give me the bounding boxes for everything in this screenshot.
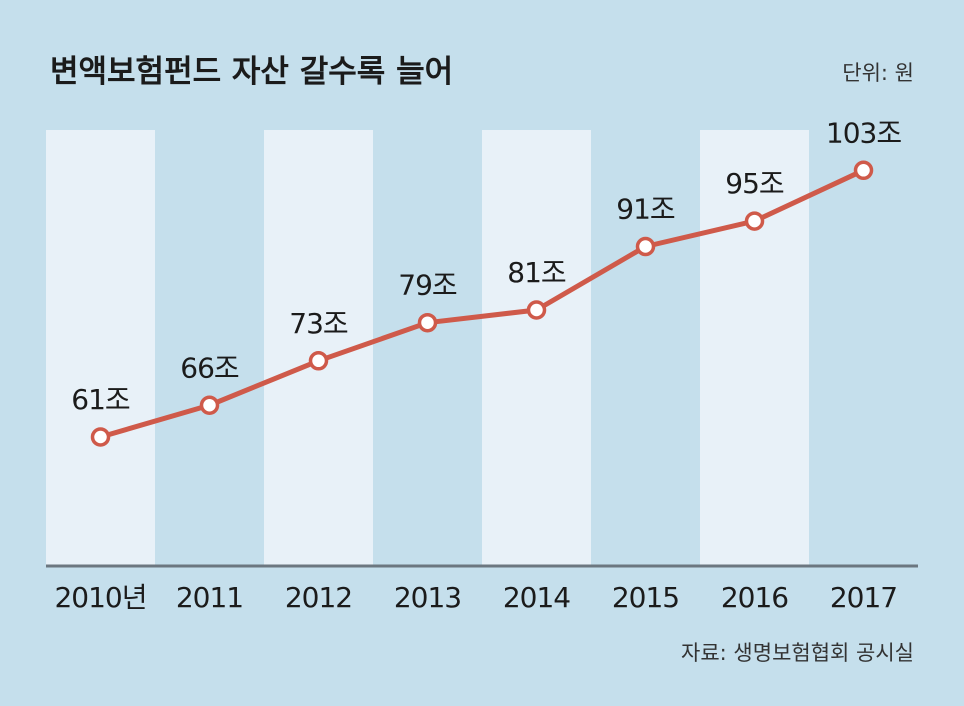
data-label: 95조	[725, 167, 784, 200]
series-line	[99, 168, 865, 440]
source-note: 자료: 생명보험협회 공시실	[681, 641, 914, 665]
data-point	[635, 236, 656, 257]
unit-note: 단위: 원	[842, 61, 914, 85]
x-tick-label: 2015	[612, 581, 679, 614]
x-tick-label: 2012	[285, 581, 352, 614]
x-axis-tick-labels: 2010년 2011 2012 2013 2014 2015 2016 2017	[54, 581, 898, 614]
column-band	[46, 130, 155, 566]
x-tick-label: 2014	[503, 581, 570, 614]
data-labels: 61조 66조 73조 79조 81조 91조 95조 103조	[71, 116, 902, 416]
data-point	[308, 351, 329, 371]
data-point	[744, 211, 765, 231]
column-bands	[46, 130, 809, 566]
data-points	[90, 160, 874, 447]
x-tick-label: 2017	[830, 581, 897, 614]
data-point	[526, 300, 547, 320]
data-label: 61조	[71, 383, 130, 416]
data-label: 103조	[826, 116, 901, 149]
series-line-layer	[99, 168, 865, 440]
data-point	[199, 395, 220, 415]
column-band	[482, 130, 591, 566]
data-label: 79조	[398, 269, 457, 302]
data-point	[853, 160, 874, 181]
data-label: 81조	[507, 256, 566, 289]
x-tick-label: 2010년	[54, 581, 146, 614]
x-tick-label: 2011	[176, 581, 243, 614]
data-point	[90, 427, 111, 447]
data-label: 66조	[180, 351, 239, 384]
data-point	[417, 312, 438, 333]
data-label: 91조	[616, 193, 675, 226]
data-label: 73조	[289, 307, 348, 340]
x-tick-label: 2016	[721, 581, 788, 614]
x-tick-label: 2013	[394, 581, 461, 614]
chart-title: 변액보험펀드 자산 갈수록 늘어	[50, 54, 453, 90]
